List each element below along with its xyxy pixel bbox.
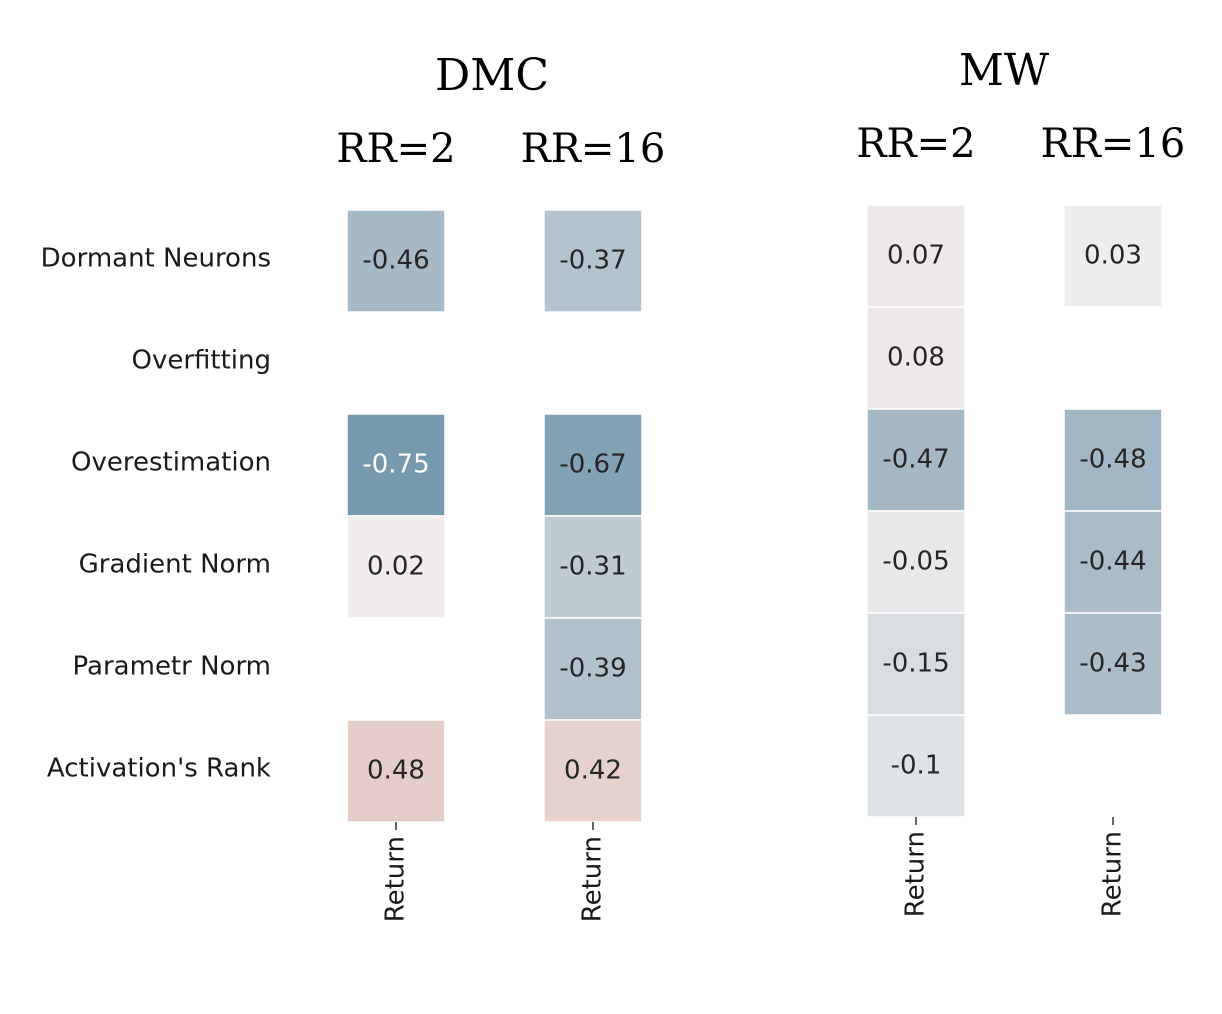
heatmap-cell	[1063, 408, 1163, 512]
heatmap-cell	[543, 617, 643, 721]
heatmap-cell	[543, 413, 643, 517]
cell-value-label: -0.05	[882, 547, 949, 577]
heatmap-cell	[346, 413, 446, 517]
column-title: RR=16	[1041, 121, 1186, 167]
heatmap-cell	[866, 612, 966, 716]
heatmap-cell	[1063, 510, 1163, 614]
cell-value-label: -0.48	[1079, 445, 1146, 475]
group-title: DMC	[435, 50, 549, 101]
row-label: Activation's Rank	[47, 754, 271, 784]
x-tick-label: Return	[578, 836, 608, 922]
cell-value-label: 0.42	[564, 756, 622, 786]
heatmap-cell	[543, 209, 643, 313]
cell-value-label: -0.37	[559, 246, 626, 276]
heatmap-cell	[866, 714, 966, 818]
heatmap-cell	[543, 719, 643, 823]
cell-value-label: -0.46	[362, 246, 429, 276]
column-title: RR=2	[336, 126, 455, 172]
cell-value-label: -0.47	[882, 445, 949, 475]
heatmap-cell	[346, 719, 446, 823]
x-tick-label: Return	[1098, 831, 1128, 917]
column-title: RR=2	[856, 121, 975, 167]
column-title: RR=16	[521, 126, 666, 172]
heatmap-cell	[1063, 204, 1163, 308]
heatmap-cell	[866, 408, 966, 512]
cell-value-label: 0.07	[887, 241, 945, 271]
cell-value-label: 0.08	[887, 343, 945, 373]
heatmap-cell	[866, 204, 966, 308]
cell-value-label: -0.44	[1079, 547, 1146, 577]
cell-value-label: -0.31	[559, 552, 626, 582]
row-label: Dormant Neurons	[41, 244, 271, 274]
cell-value-label: 0.02	[367, 552, 425, 582]
heatmap-cell	[866, 306, 966, 410]
cell-value-label: 0.48	[367, 756, 425, 786]
row-label: Overfitting	[131, 346, 271, 376]
heatmap-cell	[866, 510, 966, 614]
x-tick-label: Return	[381, 836, 411, 922]
row-label: Gradient Norm	[79, 550, 271, 580]
heatmap-cell	[346, 515, 446, 619]
cell-value-label: -0.67	[559, 450, 626, 480]
cell-value-label: 0.03	[1084, 241, 1142, 271]
cell-value-label: -0.43	[1079, 649, 1146, 679]
heatmap-cell	[1063, 612, 1163, 716]
cell-value-label: -0.1	[891, 751, 942, 781]
group-title: MW	[959, 45, 1050, 96]
cell-value-label: -0.39	[559, 654, 626, 684]
row-label: Parametr Norm	[73, 652, 271, 682]
x-tick-label: Return	[901, 831, 931, 917]
cell-value-label: -0.75	[362, 450, 429, 480]
row-label: Overestimation	[71, 448, 271, 478]
cell-value-label: -0.15	[882, 649, 949, 679]
heatmap-cell	[346, 209, 446, 313]
heatmap-cell	[543, 515, 643, 619]
